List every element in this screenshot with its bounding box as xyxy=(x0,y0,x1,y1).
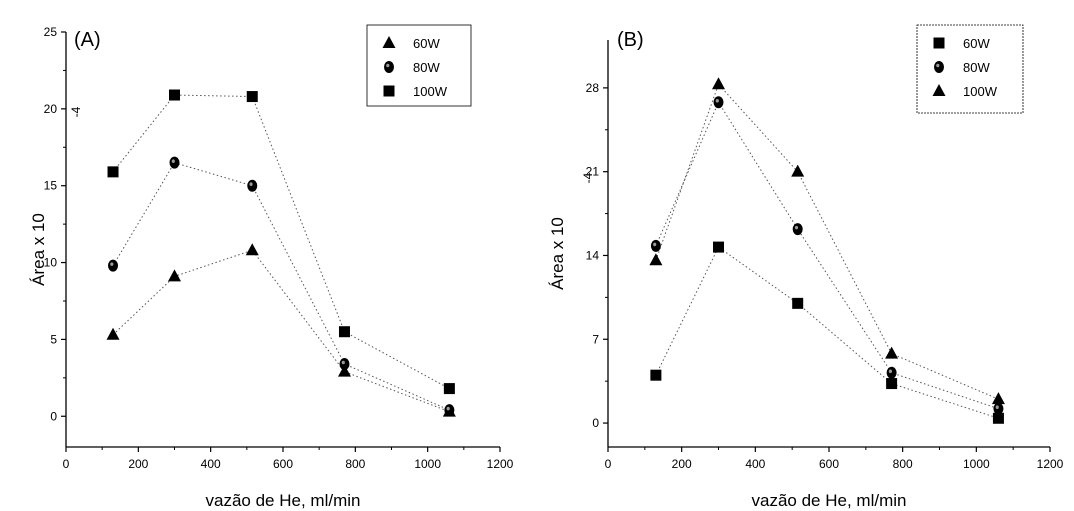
x-tick-label: 1200 xyxy=(1037,457,1064,471)
y-tick-label: 15 xyxy=(44,179,58,193)
y-axis-title: Área x 10 xyxy=(548,217,567,290)
x-tick-label: 400 xyxy=(201,457,221,471)
data-point-100W xyxy=(712,77,725,90)
legend-marker-80W xyxy=(384,61,394,73)
y-tick-label: 28 xyxy=(586,81,600,95)
series-line-100W xyxy=(655,83,999,400)
data-point-60W xyxy=(650,369,662,381)
x-tick-label: 0 xyxy=(605,457,612,471)
data-point-100W xyxy=(338,326,350,338)
panel-label: (B) xyxy=(617,29,644,51)
legend-box xyxy=(366,24,472,107)
y-tick-label: 5 xyxy=(50,332,57,346)
data-point-100W xyxy=(649,253,663,266)
y-axis-title: Área x 10 xyxy=(29,213,48,286)
data-point-60W xyxy=(106,327,120,340)
y-tick-label: 10 xyxy=(44,256,58,270)
series-line-80W xyxy=(112,162,450,411)
y-tick-label: 7 xyxy=(592,332,599,346)
legend-marker-100W xyxy=(383,85,395,97)
y-axis-exponent: -4 xyxy=(581,172,595,183)
y-tick-label: 0 xyxy=(50,409,57,423)
data-point-80W xyxy=(169,156,180,169)
data-point-60W xyxy=(245,243,259,256)
legend-label: 100W xyxy=(963,84,998,99)
x-axis-title: vazão de He, ml/min xyxy=(752,491,907,510)
data-point-100W xyxy=(991,392,1005,405)
chart-panel-b: 0 200 400 600 800 1000 1200 0 7 14 21 28 vazão de He… xyxy=(548,24,1064,510)
data-point-80W xyxy=(792,223,803,236)
x-tick-label: 600 xyxy=(819,457,839,471)
data-point-80W xyxy=(444,404,455,417)
y-tick-label: 25 xyxy=(44,25,58,39)
x-tick-label: 0 xyxy=(63,457,70,471)
legend-label: 60W xyxy=(963,36,990,51)
data-point-80W xyxy=(650,239,661,252)
legend: 60W 80W 100W xyxy=(916,24,1024,114)
legend-label: 80W xyxy=(413,60,440,75)
data-point-60W xyxy=(992,412,1004,424)
x-tick-label: 400 xyxy=(745,457,765,471)
x-tick-label: 200 xyxy=(672,457,692,471)
legend-box xyxy=(916,24,1024,114)
data-point-80W xyxy=(713,96,724,109)
legend-label: 60W xyxy=(413,36,440,51)
data-point-100W xyxy=(885,346,899,359)
data-point-100W xyxy=(107,166,119,178)
x-tick-label: 800 xyxy=(893,457,913,471)
data-point-80W xyxy=(993,402,1004,415)
x-axis-title: vazão de He, ml/min xyxy=(206,491,361,510)
panel-label: (A) xyxy=(74,29,101,51)
data-point-100W xyxy=(169,89,180,101)
legend-marker-100W xyxy=(932,84,946,96)
x-tick-label: 1000 xyxy=(414,457,441,471)
data-point-60W xyxy=(792,297,804,309)
y-tick-label: 14 xyxy=(586,248,600,262)
data-point-80W xyxy=(247,179,258,192)
y-tick-label: 20 xyxy=(44,102,58,116)
data-point-60W xyxy=(337,364,351,377)
legend-marker-60W xyxy=(933,37,945,49)
data-point-60W xyxy=(168,269,181,282)
data-point-80W xyxy=(339,358,350,370)
legend: 60W 80W 100W xyxy=(366,24,472,107)
chart-panel-a: 0 200 400 600 800 1000 1200 0 5 10 15 20 25 vazão de … xyxy=(29,24,514,510)
legend-marker-80W xyxy=(934,61,944,73)
legend-label: 80W xyxy=(963,60,990,75)
data-point-100W xyxy=(791,164,805,177)
x-tick-label: 1000 xyxy=(963,457,990,471)
legend-label: 100W xyxy=(413,84,448,99)
data-point-80W xyxy=(108,259,119,272)
x-tick-label: 800 xyxy=(345,457,365,471)
y-tick-label: 0 xyxy=(592,416,599,430)
data-point-100W xyxy=(443,383,455,395)
data-point-60W xyxy=(713,241,724,253)
series-line-60W xyxy=(655,246,999,419)
x-tick-label: 600 xyxy=(273,457,293,471)
legend-marker-60W xyxy=(382,36,396,48)
data-point-60W xyxy=(886,378,898,390)
data-point-80W xyxy=(886,366,897,379)
x-tick-label: 200 xyxy=(128,457,148,471)
y-tick-label: 21 xyxy=(586,165,600,179)
series-line-80W xyxy=(655,101,999,410)
x-tick-label: 1200 xyxy=(487,457,514,471)
series-line-60W xyxy=(112,249,450,413)
y-axis-exponent: -4 xyxy=(69,106,83,117)
data-point-100W xyxy=(246,91,258,103)
